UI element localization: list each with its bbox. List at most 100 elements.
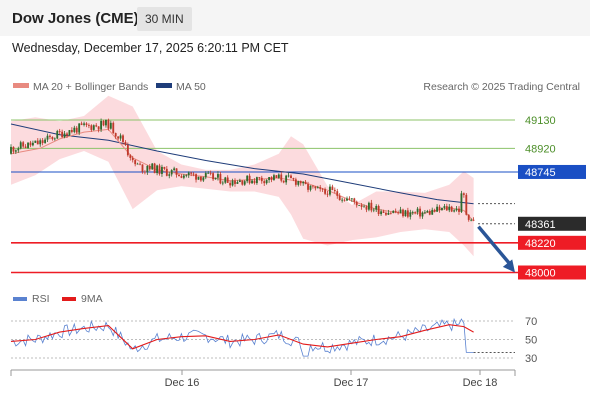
candle-body — [445, 206, 448, 211]
candle-body — [14, 150, 17, 152]
candle-body — [226, 177, 229, 183]
level-label-48745: 48745 — [525, 167, 556, 179]
candle-body — [311, 185, 314, 187]
candle-body — [467, 214, 470, 220]
candle-body — [275, 175, 278, 178]
candle-body — [90, 125, 93, 130]
candle-body — [431, 209, 434, 215]
candle-body — [170, 170, 173, 175]
candle-body — [265, 179, 268, 184]
candle-body — [156, 165, 159, 174]
candle-body — [248, 175, 251, 184]
candle-body — [192, 173, 195, 175]
candle-body — [399, 209, 402, 214]
candle-body — [423, 212, 426, 214]
level-tag-48220 — [518, 235, 586, 250]
level-label-48000: 48000 — [525, 268, 556, 280]
candle-body — [394, 210, 397, 213]
candle-body — [39, 140, 42, 145]
candle-body — [350, 198, 353, 200]
candle-body — [61, 131, 64, 138]
candle-body — [304, 181, 307, 185]
candle-body — [409, 212, 412, 217]
candle-body — [316, 187, 319, 189]
candle-body — [161, 166, 163, 174]
candle-body — [202, 177, 205, 181]
candle-body — [46, 135, 49, 140]
candle-body — [136, 163, 139, 165]
candle-body — [204, 172, 207, 178]
candle-body — [229, 182, 232, 186]
candle-body — [336, 191, 339, 196]
legend-label-ma50: MA 50 — [176, 81, 206, 93]
candle-body — [268, 177, 271, 180]
candle-body — [348, 198, 351, 200]
candle-body — [297, 181, 300, 185]
candle-body — [19, 142, 22, 149]
candle-body — [17, 148, 20, 151]
candle-body — [100, 120, 103, 130]
candle-body — [199, 176, 202, 181]
candle-body — [406, 210, 409, 217]
candle-body — [87, 125, 90, 126]
candle-body — [282, 180, 285, 183]
ma50-line — [10, 123, 474, 205]
candle-body — [433, 209, 436, 212]
candle-body — [355, 201, 358, 206]
candle-body — [290, 175, 292, 179]
candle-body — [367, 202, 370, 210]
candle-body — [95, 125, 98, 127]
candle-body — [85, 123, 88, 126]
time-axis: Dec 16 Dec 17 Dec 18 — [10, 369, 516, 389]
candle-body — [389, 212, 392, 214]
candle-body — [51, 136, 54, 140]
candle-body — [185, 175, 188, 176]
candle-body — [285, 175, 288, 183]
candle-body — [178, 174, 180, 177]
candle-body — [246, 175, 249, 182]
time-tick-label: Dec 17 — [334, 377, 369, 389]
candle-body — [219, 174, 222, 184]
time-tick-label: Dec 18 — [463, 377, 498, 389]
candle-body — [168, 174, 171, 176]
legend-swatch-ma20 — [13, 83, 29, 88]
candle-body — [465, 194, 468, 215]
candle-body — [263, 181, 266, 184]
candle-body — [102, 120, 105, 126]
candle-body — [236, 182, 239, 184]
candle-body — [314, 186, 317, 189]
candle-body — [326, 193, 329, 195]
level-label-48920: 48920 — [525, 143, 556, 155]
candle-body — [258, 177, 261, 178]
chart-header: Dow Jones (CME) 30 MIN — [0, 0, 590, 36]
candle-body — [53, 138, 56, 140]
price-legend: MA 20 + Bollinger Bands MA 50 Research ©… — [13, 81, 580, 93]
rsi-line — [10, 317, 474, 357]
candle-body — [333, 189, 336, 192]
legend-swatch-rsi — [13, 297, 27, 301]
candle-body — [63, 133, 66, 138]
candle-body — [153, 163, 156, 174]
interval-button[interactable]: 30 MIN — [137, 7, 192, 31]
candle-body — [112, 122, 115, 134]
candle-body — [353, 198, 356, 202]
candle-body — [377, 205, 380, 215]
candle-body — [360, 205, 363, 207]
candle-body — [78, 123, 81, 133]
forecast-arrow-head — [502, 259, 515, 273]
candle-body — [217, 174, 219, 178]
candle-body — [238, 180, 241, 183]
candle-body — [460, 193, 463, 212]
time-tick-label: Dec 16 — [165, 377, 200, 389]
candle-body — [462, 193, 465, 195]
candle-body — [75, 127, 78, 133]
candle-body — [212, 173, 215, 180]
candle-body — [438, 206, 441, 210]
candle-body — [209, 172, 212, 174]
candle-body — [117, 136, 120, 139]
candle-body — [10, 146, 12, 154]
candle-body — [414, 212, 417, 213]
candle-body — [404, 210, 407, 217]
candle-body — [411, 212, 414, 213]
candle-body — [83, 123, 85, 125]
